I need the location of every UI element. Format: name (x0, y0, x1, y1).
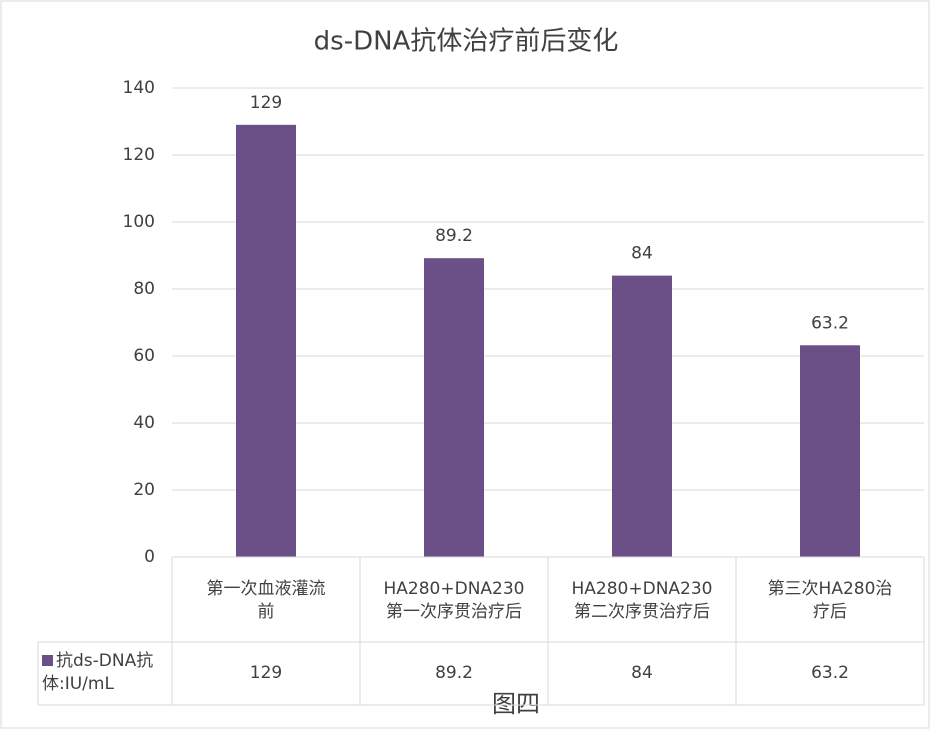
bar (236, 124, 296, 557)
x-tick-label: HA280+DNA230第二次序贯治疗后 (571, 578, 713, 622)
data-label: 63.2 (811, 313, 849, 333)
bar (800, 345, 860, 557)
x-tick-label: 第一次血液灌流前 (206, 578, 326, 622)
bar (612, 275, 672, 557)
data-label: 84 (631, 244, 653, 264)
y-tick-label: 140 (123, 78, 155, 98)
y-tick-label: 20 (133, 480, 155, 500)
table-value: 89.2 (435, 663, 473, 683)
x-tick-label: 第三次HA280治疗后 (767, 578, 893, 622)
bar (424, 258, 484, 557)
legend-entry: 抗ds-DNA抗体:IU/mL (42, 644, 170, 704)
table-value: 63.2 (811, 663, 849, 683)
table-value: 129 (249, 663, 283, 683)
y-tick-label: 100 (123, 212, 155, 232)
y-tick-label: 60 (133, 346, 155, 366)
legend-swatch (42, 655, 53, 666)
y-tick-label: 120 (123, 145, 155, 165)
data-label: 89.2 (435, 226, 473, 246)
y-tick-label: 0 (144, 547, 155, 567)
caption: 图四 (492, 690, 540, 718)
legend-label: 抗ds-DNA抗体:IU/mL (42, 651, 154, 694)
data-label: 129 (250, 93, 282, 113)
y-tick-label: 40 (133, 413, 155, 433)
x-tick-label: HA280+DNA230第一次序贯治疗后 (383, 578, 525, 622)
table-value: 84 (631, 663, 653, 683)
y-tick-label: 80 (133, 279, 155, 299)
chart-title: ds-DNA抗体治疗前后变化 (314, 27, 619, 57)
